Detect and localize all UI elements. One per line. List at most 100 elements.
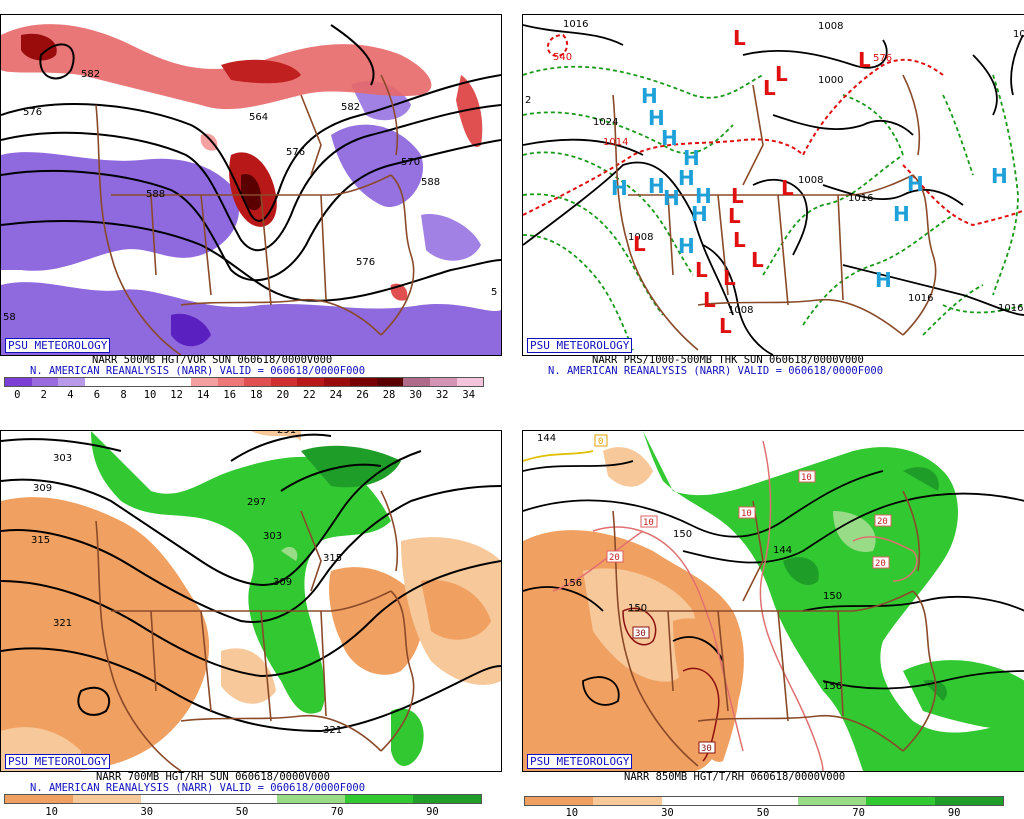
temp-label: 20	[877, 517, 888, 527]
panel-500mb-vorticity: 576 582 588 576 564 570 582 588 576 5 58…	[0, 0, 512, 410]
colorbar-tick-label: 28	[382, 389, 396, 401]
high-pressure-marker: H	[683, 146, 700, 170]
colorbar-swatch	[244, 378, 271, 386]
contour-label: 150	[673, 529, 692, 540]
map-500mb-vorticity: 576 582 588 576 564 570 582 588 576 5 58…	[0, 14, 502, 356]
high-pressure-marker: H	[661, 126, 678, 150]
colorbar-swatch	[798, 797, 867, 805]
psu-meteorology-label: PSU METEOROLOGY	[527, 754, 633, 769]
colorbar-swatch	[297, 378, 324, 386]
colorbar-swatch	[345, 795, 413, 803]
contour-label: 576	[356, 257, 375, 268]
rh700-colorbar-labels: 10 30 50 70 90	[4, 806, 480, 818]
high-pressure-marker: H	[648, 106, 665, 130]
colorbar-tick-label: 8	[120, 389, 127, 401]
colorbar-tick-label: 10	[143, 389, 157, 401]
high-pressure-marker: H	[678, 166, 695, 190]
colorbar-tick-label: 22	[303, 389, 316, 401]
contour-label: 588	[421, 177, 440, 188]
map-700mb-rh: 303 309 315 321 297 303 309 315 321 291 …	[0, 430, 502, 772]
high-pressure-marker: H	[875, 268, 892, 292]
low-pressure-marker: L	[695, 258, 708, 282]
contour-label: 1008	[728, 305, 753, 316]
colorbar-swatch	[209, 795, 277, 803]
contour-label: 156	[823, 681, 842, 692]
contour-label: 1016	[563, 19, 588, 30]
low-pressure-marker: L	[719, 314, 732, 338]
caption-line2: N. AMERICAN REANALYSIS (NARR) VALID = 06…	[30, 782, 366, 794]
contour-label: 576	[286, 147, 305, 158]
low-pressure-marker: L	[703, 288, 716, 312]
contour-label: 303	[263, 531, 282, 542]
contour-label: 540	[553, 52, 572, 63]
high-pressure-marker: H	[611, 176, 628, 200]
contour-label: 291	[277, 431, 296, 436]
low-pressure-marker: L	[763, 76, 776, 100]
thickness-map-graphic: 1016 540 1008 1000 576 1024 1014 1008 10…	[523, 19, 1024, 355]
temp-label: 30	[635, 629, 646, 639]
low-pressure-marker: L	[731, 184, 744, 208]
contour-label: 315	[31, 535, 50, 546]
t850-map-graphic: 144 150 156 150 144 150 156 10 10 10 20 …	[523, 431, 1024, 771]
temp-label: 10	[643, 518, 654, 528]
contour-label: 1016	[848, 193, 873, 204]
colorbar-swatch	[73, 795, 141, 803]
panel-thickness: 1016 540 1008 1000 576 1024 1014 1008 10…	[512, 0, 1024, 410]
contour-label: 582	[341, 102, 360, 113]
temp-label: 10	[741, 509, 752, 519]
colorbar-tick-label: 4	[67, 389, 74, 401]
colorbar-swatch	[111, 378, 138, 386]
temp-label: 10	[801, 473, 812, 483]
colorbar-swatch	[217, 378, 245, 386]
colorbar-tick-label: 10	[45, 806, 58, 818]
colorbar-tick-label: 18	[249, 389, 263, 401]
colorbar-swatch	[190, 378, 218, 386]
colorbar-swatch	[525, 797, 594, 805]
caption-line1: NARR 500MB HGT/VOR SUN 060618/0000V000	[92, 354, 333, 366]
contour-label: 576	[873, 53, 892, 64]
colorbar-tick-label: 20	[276, 389, 290, 401]
colorbar-swatch	[141, 795, 209, 803]
contour-label: 144	[773, 545, 792, 556]
t850-colorbar	[524, 796, 1004, 806]
contour-label: 564	[249, 112, 268, 123]
low-pressure-marker: L	[858, 48, 871, 72]
high-pressure-marker: H	[991, 164, 1008, 188]
low-pressure-marker: L	[723, 266, 736, 290]
colorbar-swatch	[5, 378, 32, 386]
contour-label: 5	[491, 287, 497, 298]
rh700-colorbar	[4, 794, 482, 804]
colorbar-tick-label: 30	[140, 806, 154, 818]
panel-700mb-rh: 303 309 315 321 297 303 309 315 321 291 …	[0, 410, 512, 819]
temp-label: 20	[609, 553, 620, 563]
colorbar-swatch	[934, 797, 1003, 805]
colorbar-tick-label: 50	[756, 807, 770, 819]
high-pressure-marker: H	[907, 172, 924, 196]
colorbar-tick-label: 14	[196, 389, 210, 401]
contour-label: 58	[3, 312, 16, 323]
colorbar-swatch	[31, 378, 59, 386]
colorbar-swatch	[137, 378, 165, 386]
colorbar-swatch	[323, 378, 351, 386]
colorbar-swatch	[729, 797, 799, 805]
contour-label: 1016	[998, 303, 1023, 314]
psu-meteorology-label: PSU METEOROLOGY	[5, 338, 111, 353]
high-pressure-marker: H	[695, 184, 712, 208]
contour-label: 321	[53, 618, 72, 629]
colorbar-tick-label: 30	[409, 389, 422, 401]
caption-line2: N. AMERICAN REANALYSIS (NARR) VALID = 06…	[548, 365, 884, 377]
psu-meteorology-label: PSU METEOROLOGY	[5, 754, 111, 769]
high-pressure-marker: H	[663, 186, 680, 210]
caption-line1: NARR PRS/1000-500MB THK SUN 060618/0000V…	[592, 354, 864, 366]
colorbar-swatch	[84, 378, 112, 386]
colorbar-tick-label: 26	[356, 389, 369, 401]
contour-label: 1014	[603, 137, 628, 148]
temp-label: 0	[598, 437, 603, 447]
contour-label: 1024	[593, 117, 618, 128]
colorbar-tick-label: 0	[14, 389, 21, 401]
contour-label: 102	[1013, 29, 1024, 40]
colorbar-tick-label: 12	[170, 389, 183, 401]
colorbar-swatch	[866, 797, 935, 805]
colorbar-swatch	[456, 378, 484, 386]
contour-label: 588	[146, 189, 165, 200]
